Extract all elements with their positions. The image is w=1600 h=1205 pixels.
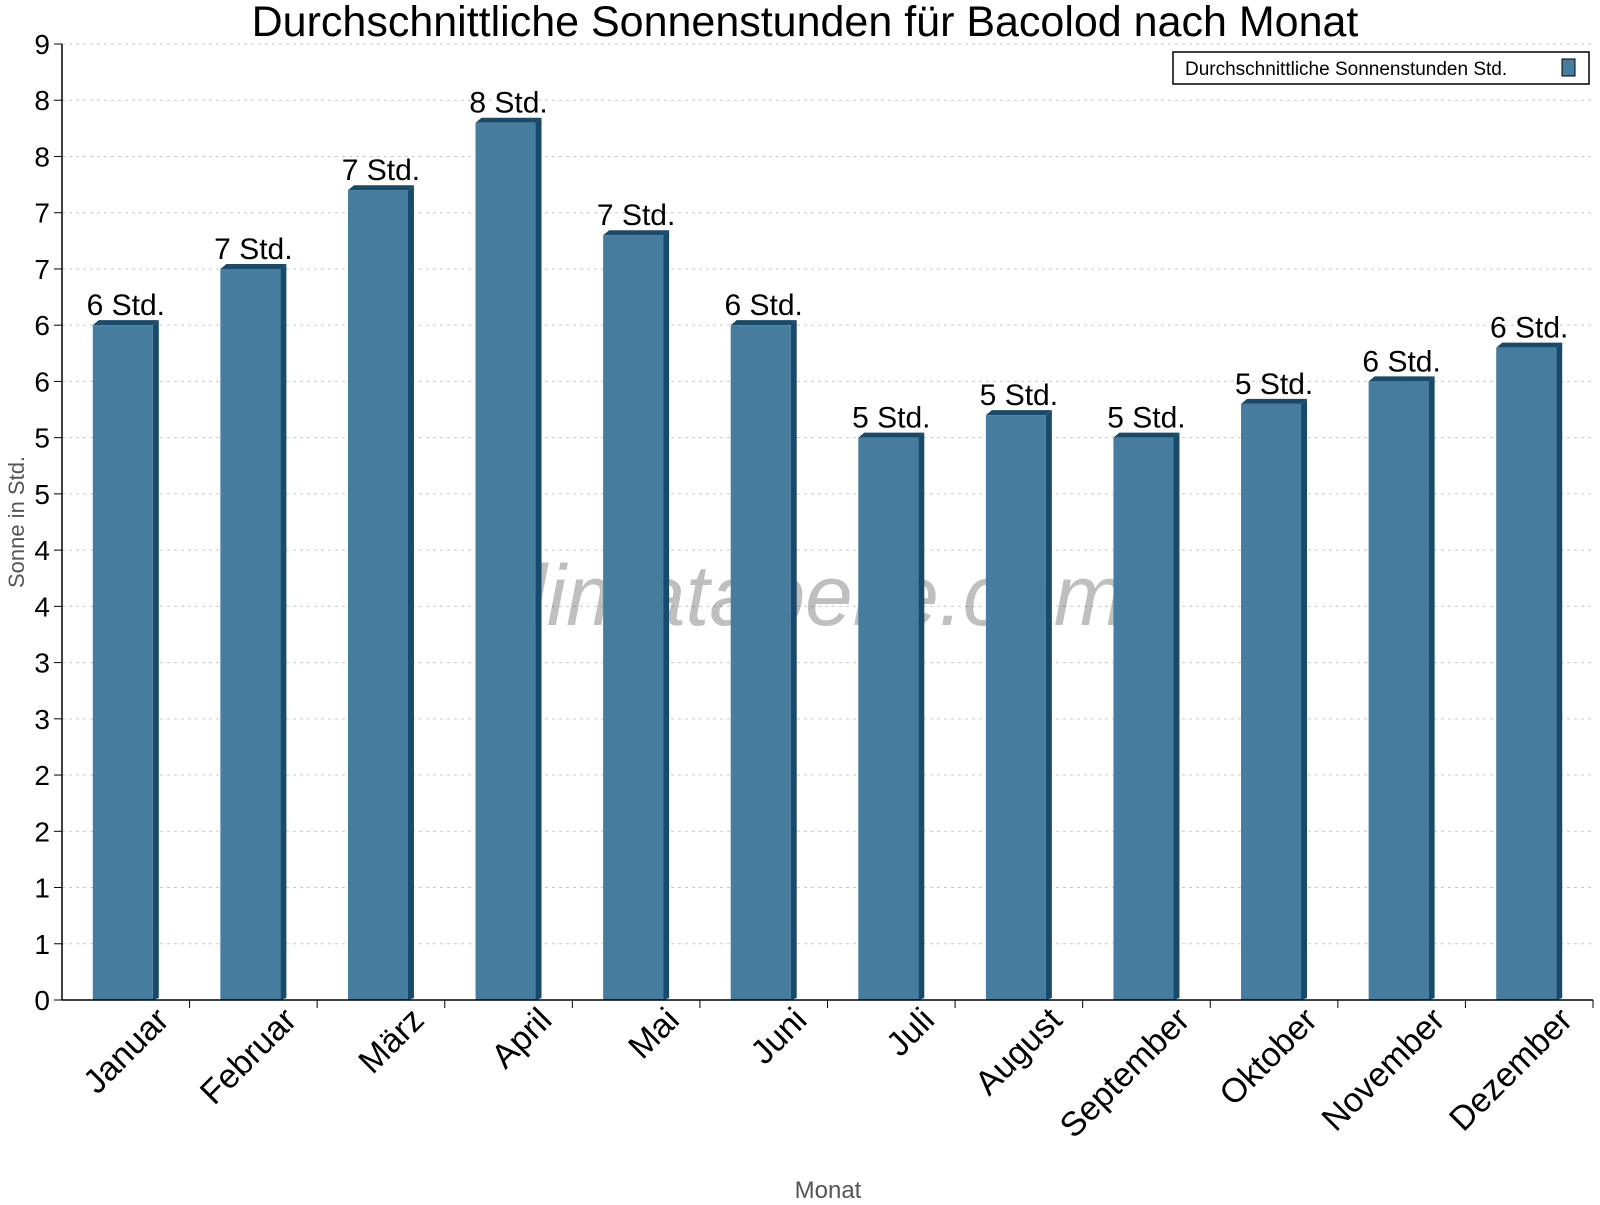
x-tick-label: November xyxy=(1315,1001,1453,1139)
bar-top xyxy=(603,230,670,236)
data-label: 8 Std. xyxy=(469,87,547,120)
bar xyxy=(1113,437,1174,1000)
bar-side xyxy=(1556,342,1563,1000)
bar-side xyxy=(407,185,414,1000)
x-tick-label: April xyxy=(484,1001,559,1076)
data-label: 5 Std. xyxy=(852,402,930,435)
bar xyxy=(1496,347,1557,1000)
x-tick-label: Juni xyxy=(743,1001,814,1072)
bar-top xyxy=(1368,376,1435,382)
bar xyxy=(985,415,1046,1000)
bar-top xyxy=(1241,398,1308,404)
x-tick-label: Mai xyxy=(621,1001,687,1067)
bar-side xyxy=(280,263,287,1000)
x-tick-label: September xyxy=(1053,1001,1197,1145)
bar-side xyxy=(790,320,797,1000)
y-tick-label: 2 xyxy=(34,760,50,791)
data-label: 6 Std. xyxy=(1362,345,1440,378)
bar xyxy=(92,325,153,1000)
y-axis-label: Sonne in Std. xyxy=(4,456,29,588)
y-tick-label: 4 xyxy=(34,535,50,566)
bar xyxy=(475,122,536,1000)
y-tick-label: 7 xyxy=(34,198,50,229)
bar-side xyxy=(918,432,925,1000)
bar-side xyxy=(1045,410,1052,1000)
legend-box xyxy=(1172,51,1590,85)
y-tick-label: 9 xyxy=(34,29,50,60)
x-tick-label: August xyxy=(968,1000,1070,1102)
bar xyxy=(220,268,281,1000)
bar-side xyxy=(152,320,159,1000)
y-tick-label: 0 xyxy=(34,985,50,1016)
y-tick-label: 2 xyxy=(34,816,50,847)
y-tick-label: 3 xyxy=(34,648,50,679)
bar xyxy=(1241,403,1302,1000)
bar-side xyxy=(1301,398,1308,1000)
bar-top xyxy=(1113,432,1180,438)
x-tick-label: März xyxy=(351,1001,431,1081)
x-tick-label: Januar xyxy=(76,1001,176,1101)
data-label: 6 Std. xyxy=(1490,312,1568,345)
bar-top xyxy=(220,263,287,269)
y-tick-label: 5 xyxy=(34,479,50,510)
bar-top xyxy=(985,410,1052,416)
y-tick-label: 4 xyxy=(34,591,50,622)
bar-side xyxy=(535,117,542,1000)
bar xyxy=(1368,381,1429,1001)
bar-side xyxy=(1428,376,1435,1001)
bar-top xyxy=(92,320,159,326)
bar xyxy=(603,235,664,1000)
legend: Durchschnittliche Sonnenstunden Std. xyxy=(1172,51,1590,85)
x-tick-label: Oktober xyxy=(1212,1001,1324,1113)
y-tick-label: 8 xyxy=(34,85,50,116)
x-tick-label: Februar xyxy=(193,1001,304,1112)
bar-top xyxy=(475,117,542,123)
x-axis-label: Monat xyxy=(795,1177,862,1200)
chart-title: Durchschnittliche Sonnenstunden für Baco… xyxy=(252,0,1359,46)
x-tick-label: Juli xyxy=(879,1001,942,1064)
y-tick-label: 6 xyxy=(34,366,50,397)
bar-side xyxy=(1173,432,1180,1000)
bar-top xyxy=(347,185,414,191)
data-label: 5 Std. xyxy=(1107,402,1185,435)
x-tick-label: Dezember xyxy=(1442,1001,1580,1139)
legend-label: Durchschnittliche Sonnenstunden Std. xyxy=(1185,59,1507,80)
data-label: 7 Std. xyxy=(214,233,292,266)
y-tick-label: 5 xyxy=(34,423,50,454)
bar-side xyxy=(663,230,670,1000)
bar xyxy=(730,325,791,1000)
y-tick-label: 7 xyxy=(34,254,50,285)
bar-top xyxy=(1496,342,1563,348)
data-label: 6 Std. xyxy=(87,289,165,322)
y-tick-label: 8 xyxy=(34,141,50,172)
bar xyxy=(347,190,408,1000)
bar-top xyxy=(858,432,925,438)
bar-top xyxy=(730,320,797,326)
data-label: 5 Std. xyxy=(1235,368,1313,401)
y-tick-label: 3 xyxy=(34,704,50,735)
y-tick-label: 6 xyxy=(34,310,50,341)
data-label: 7 Std. xyxy=(342,154,420,187)
bar xyxy=(858,437,919,1000)
data-label: 5 Std. xyxy=(980,379,1058,412)
data-label: 6 Std. xyxy=(725,289,803,322)
data-label: 7 Std. xyxy=(597,199,675,232)
y-tick-label: 1 xyxy=(34,929,50,960)
legend-swatch xyxy=(1561,58,1576,77)
y-tick-label: 1 xyxy=(34,873,50,904)
